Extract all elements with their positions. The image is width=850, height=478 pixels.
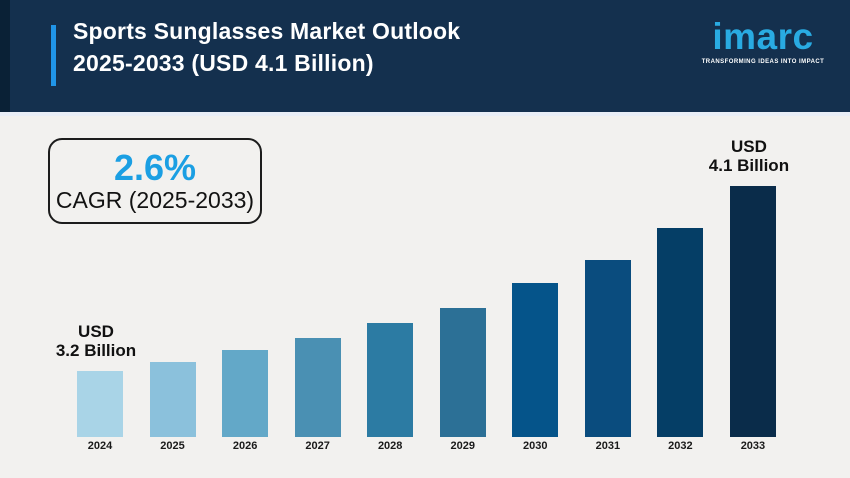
value-label-line-2: 4.1 Billion <box>708 156 790 175</box>
title-accent-bar <box>51 25 56 86</box>
cagr-value: 2.6% <box>113 147 197 188</box>
x-axis-label-2031: 2031 <box>595 440 621 452</box>
cagr-box: 2.6% CAGR (2025-2033) <box>48 138 262 224</box>
bar-2032 <box>657 228 704 437</box>
value-label-2024: USD 3.2 Billion <box>26 322 166 360</box>
page-title-line-1: Sports Sunglasses Market Outlook <box>73 18 461 44</box>
header-divider <box>0 112 850 116</box>
x-axis-label-2027: 2027 <box>305 440 330 452</box>
bar-2028 <box>367 323 414 437</box>
x-axis-label-2030: 2030 <box>523 440 548 452</box>
header: Sports Sunglasses Market Outlook 2025-20… <box>0 0 850 112</box>
imarc-logo-text: imarc <box>712 16 814 57</box>
imarc-logo: imarc TRANSFORMING IDEAS INTO IMPACT <box>701 16 825 65</box>
value-label-line-1: USD <box>78 322 114 341</box>
value-label-2033: USD 4.1 Billion <box>679 137 819 175</box>
bar-2029 <box>439 308 486 437</box>
x-axis-label-2029: 2029 <box>450 440 475 452</box>
bar-2025 <box>149 362 196 437</box>
x-axis-label-2033: 2033 <box>740 440 766 452</box>
bar-2030 <box>512 283 559 437</box>
value-label-line-2: 3.2 Billion <box>55 341 137 360</box>
bar-2024 <box>77 371 123 437</box>
x-axis-label-2025: 2025 <box>160 440 185 452</box>
bar-2027 <box>294 338 341 437</box>
bar-2033 <box>729 186 776 437</box>
header-left-strip <box>0 0 10 112</box>
cagr-label: CAGR (2025-2033) <box>55 187 255 213</box>
page-title-line-2: 2025-2033 (USD 4.1 Billion) <box>73 50 374 76</box>
x-axis-label-2028: 2028 <box>377 440 403 452</box>
bar-2031 <box>584 260 631 437</box>
imarc-logo-tagline: TRANSFORMING IDEAS INTO IMPACT <box>701 59 825 65</box>
x-axis-label-2024: 2024 <box>87 440 113 452</box>
page-title: Sports Sunglasses Market Outlook 2025-20… <box>73 15 460 79</box>
x-axis-label-2032: 2032 <box>668 440 693 452</box>
value-label-line-1: USD <box>730 137 767 156</box>
bar-2026 <box>222 350 269 437</box>
x-axis-label-2026: 2026 <box>232 440 258 452</box>
